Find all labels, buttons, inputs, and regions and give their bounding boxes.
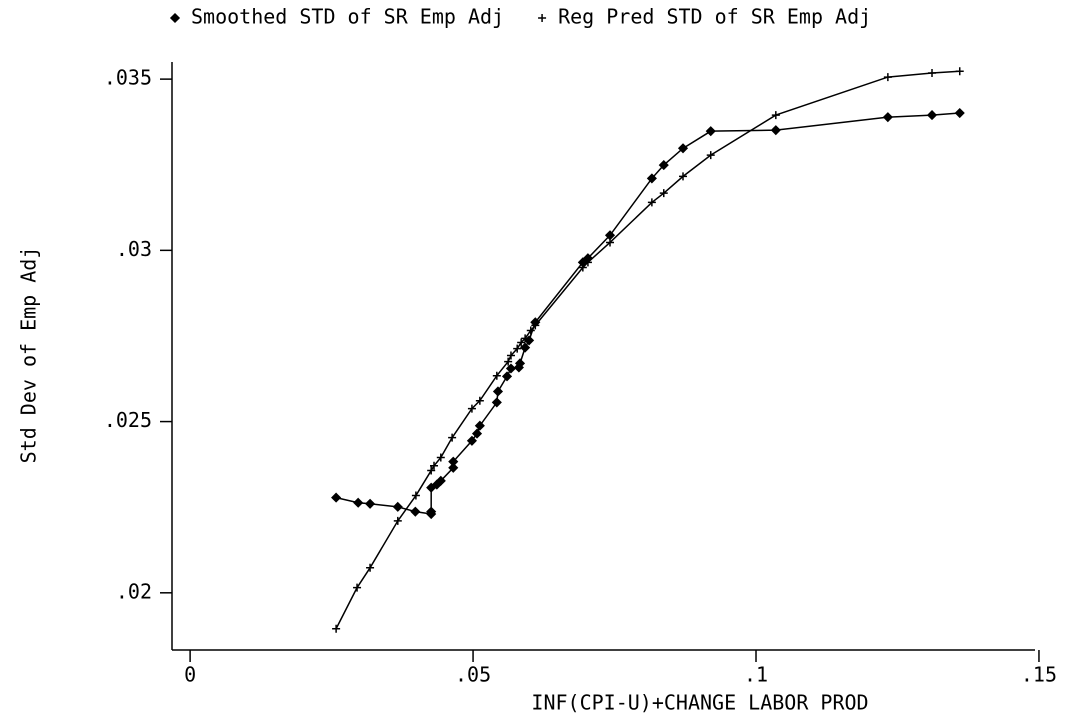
point: [521, 334, 530, 343]
point: [677, 143, 689, 154]
point: [393, 516, 402, 525]
point: [679, 172, 688, 181]
point: [706, 151, 715, 160]
point: [353, 497, 364, 508]
point: [411, 491, 420, 500]
x-tick-label: .15: [1021, 663, 1057, 687]
y-tick-label: .025: [104, 408, 152, 432]
point: [513, 344, 522, 353]
point: [448, 456, 459, 467]
point: [448, 433, 457, 442]
point: [466, 435, 477, 446]
point: [435, 475, 446, 486]
point: [526, 326, 535, 335]
point: [331, 492, 342, 503]
legend-label: Smoothed STD of SR Emp Adj: [191, 5, 504, 29]
point: [492, 386, 504, 397]
point: [426, 506, 437, 517]
point: [448, 462, 459, 473]
point: [392, 501, 403, 512]
point: [506, 351, 515, 360]
point: [770, 125, 781, 136]
point: [353, 583, 362, 592]
point: [646, 173, 657, 184]
point: [505, 363, 517, 374]
point: [647, 198, 656, 207]
point: [955, 67, 964, 76]
x-tick-label: .1: [744, 663, 768, 687]
point: [578, 263, 587, 272]
x-axis-label: INF(CPI-U)+CHANGE LABOR PROD: [531, 691, 868, 715]
point: [467, 404, 476, 413]
series-line: [335, 70, 960, 630]
point: [436, 453, 445, 462]
point: [531, 321, 540, 330]
point: [926, 110, 938, 121]
y-tick-label: .03: [116, 237, 152, 261]
point: [474, 420, 485, 431]
point: [928, 68, 937, 77]
point: [365, 498, 376, 509]
point: [471, 428, 483, 439]
point: [427, 466, 436, 475]
point: [520, 342, 531, 353]
point: [883, 73, 892, 82]
point: [659, 189, 668, 198]
point: [606, 238, 615, 247]
point: [705, 126, 716, 137]
point: [492, 371, 501, 380]
point: [583, 258, 592, 267]
legend-label: Reg Pred STD of SR Emp Adj: [558, 5, 871, 29]
point: [954, 107, 965, 119]
y-tick-label: .035: [104, 66, 152, 90]
legend-marker: [169, 12, 181, 24]
point: [882, 112, 893, 123]
y-tick-label: .02: [116, 579, 152, 603]
point: [517, 338, 526, 347]
point: [491, 397, 502, 408]
series-line: [335, 112, 960, 515]
x-tick-label: 0: [184, 663, 196, 687]
point: [475, 396, 484, 405]
point: [366, 563, 375, 572]
x-tick-label: .05: [455, 663, 491, 687]
point: [504, 357, 513, 366]
point: [430, 461, 439, 470]
point: [332, 624, 341, 633]
point: [658, 160, 669, 171]
y-axis-label: Std Dev of Emp Adj: [17, 247, 41, 464]
point: [410, 506, 421, 517]
point: [514, 358, 526, 369]
point: [501, 371, 513, 382]
legend-marker: [538, 14, 547, 22]
point: [771, 111, 780, 120]
